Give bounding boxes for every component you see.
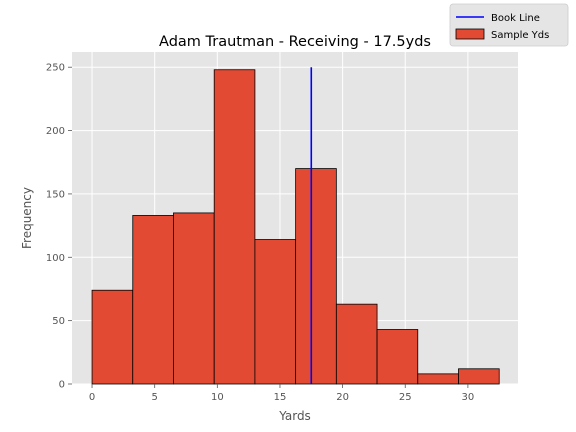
legend-sample-yds-swatch — [455, 28, 485, 40]
x-tick-label: 0 — [89, 392, 95, 403]
y-tick-label: 100 — [46, 253, 65, 264]
x-tick-label: 10 — [211, 392, 224, 403]
x-tick-label: 15 — [274, 392, 287, 403]
x-tick-label: 25 — [399, 392, 412, 403]
histogram-bar — [91, 289, 134, 385]
y-tick-label: 250 — [46, 63, 65, 74]
histogram-bar — [213, 69, 256, 385]
y-axis-ticks: 0 50 100 150 200 250 — [46, 63, 72, 391]
y-tick-label: 150 — [46, 189, 65, 200]
x-tick-label: 20 — [336, 392, 349, 403]
legend-sample-yds-label: Sample Yds — [491, 30, 549, 41]
y-tick-label: 0 — [59, 380, 65, 391]
histogram-bar — [132, 215, 174, 385]
histogram-bar — [376, 329, 419, 385]
chart-title: Adam Trautman - Receiving - 17.5yds — [159, 34, 431, 50]
y-tick-label: 50 — [52, 316, 65, 327]
histogram-bar — [417, 373, 459, 385]
x-tick-label: 30 — [462, 392, 475, 403]
histogram-bar — [173, 212, 215, 385]
legend-book-line-label: Book Line — [491, 13, 540, 24]
histogram-bar — [295, 168, 337, 385]
legend: Book Line Sample Yds — [449, 3, 569, 47]
x-axis-ticks: 0 5 10 15 20 25 30 — [89, 384, 474, 403]
histogram-bar — [335, 303, 378, 385]
histogram-bar — [458, 368, 500, 385]
x-tick-label: 5 — [151, 392, 157, 403]
y-axis-label: Frequency — [20, 187, 34, 249]
x-axis-label: Yards — [278, 409, 311, 423]
y-tick-label: 200 — [46, 126, 65, 137]
histogram-bars — [91, 69, 500, 385]
histogram-bar — [254, 239, 297, 385]
